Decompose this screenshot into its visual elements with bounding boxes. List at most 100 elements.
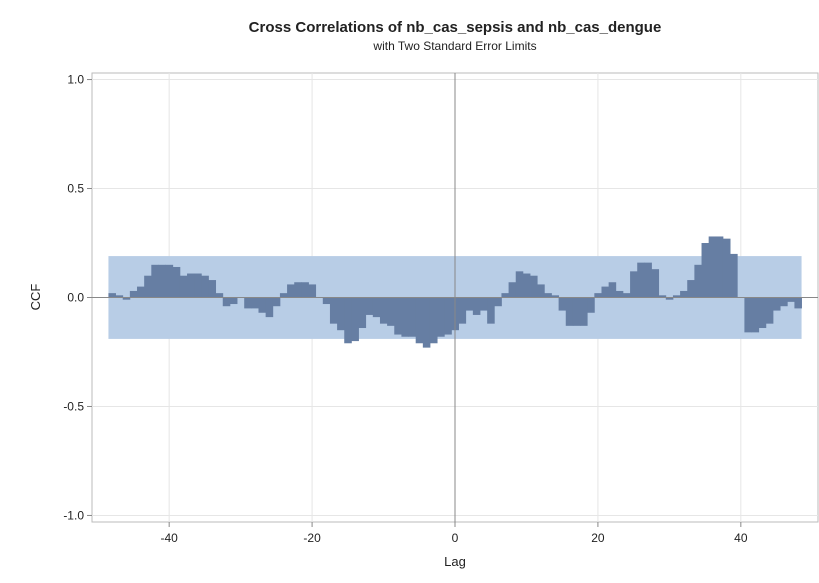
bar — [544, 293, 552, 298]
bar — [651, 269, 660, 298]
bar — [322, 297, 331, 305]
y-tick-label: -1.0 — [63, 508, 84, 522]
bar — [294, 282, 302, 298]
chart-title: Cross Correlations of nb_cas_sepsis and … — [249, 19, 662, 36]
bar — [422, 297, 431, 348]
bar — [165, 264, 174, 298]
bar — [522, 273, 531, 298]
bar — [601, 286, 610, 298]
bar — [272, 297, 281, 307]
bar — [458, 297, 467, 324]
bar — [751, 297, 760, 333]
bar — [494, 297, 502, 307]
bar — [565, 297, 574, 326]
bar — [308, 284, 317, 298]
bar — [408, 297, 417, 337]
bar — [480, 297, 488, 311]
bar — [501, 293, 509, 298]
x-tick-label: -40 — [161, 531, 179, 545]
bar — [365, 297, 374, 315]
bar — [222, 297, 231, 307]
bar — [594, 293, 602, 298]
bar — [551, 295, 560, 298]
bar — [244, 297, 252, 309]
bar — [608, 282, 617, 298]
bar — [708, 236, 717, 298]
bar — [701, 243, 710, 298]
bar — [108, 293, 116, 298]
bar — [587, 297, 595, 313]
bar — [722, 238, 731, 298]
bar — [765, 297, 774, 324]
bar — [530, 275, 538, 298]
bar — [730, 253, 738, 298]
bar — [437, 297, 445, 337]
bar — [387, 297, 395, 326]
bar — [301, 282, 309, 298]
bar — [415, 297, 424, 344]
bar — [665, 297, 674, 300]
bar — [215, 293, 224, 298]
bar — [444, 297, 452, 335]
bar — [772, 297, 781, 311]
bar — [279, 293, 288, 298]
x-tick-label: 0 — [452, 531, 459, 545]
bar — [208, 280, 217, 298]
bar — [622, 293, 631, 298]
x-tick-label: 40 — [734, 531, 748, 545]
bar — [758, 297, 767, 329]
bar — [715, 236, 724, 298]
bar — [351, 297, 359, 342]
y-tick-label: 0.0 — [67, 291, 84, 305]
bar — [401, 297, 409, 337]
bar — [379, 297, 388, 324]
bar — [158, 264, 167, 298]
bar — [144, 275, 152, 298]
bar — [558, 297, 567, 311]
bar — [358, 297, 367, 329]
bar — [537, 284, 545, 298]
bar — [472, 297, 481, 315]
bar — [187, 273, 195, 298]
bar — [572, 297, 581, 326]
bar — [465, 297, 474, 311]
bar — [487, 297, 495, 324]
bar — [372, 297, 381, 318]
bar — [229, 297, 238, 305]
x-tick-label: -20 — [303, 531, 321, 545]
bar — [687, 280, 695, 298]
bar — [172, 266, 181, 298]
bar — [694, 264, 702, 298]
y-tick-label: -0.5 — [63, 399, 84, 413]
x-tick-label: 20 — [591, 531, 605, 545]
y-tick-label: 1.0 — [67, 73, 84, 87]
bar — [151, 264, 159, 298]
bar — [794, 297, 802, 309]
bar — [344, 297, 352, 344]
bar — [251, 297, 259, 309]
bar — [787, 297, 795, 302]
bar — [122, 297, 131, 300]
bar — [258, 297, 267, 313]
bar — [287, 284, 295, 298]
bar — [744, 297, 752, 333]
bar — [429, 297, 438, 344]
bar — [515, 271, 524, 298]
chart-subtitle: with Two Standard Error Limits — [372, 39, 536, 53]
bar — [265, 297, 274, 318]
bar — [179, 275, 188, 298]
x-axis-label: Lag — [444, 554, 466, 569]
bar — [780, 297, 788, 307]
bar — [329, 297, 338, 324]
bar — [637, 262, 645, 298]
y-axis-label: CCF — [28, 284, 43, 311]
bar — [508, 282, 517, 298]
bar — [680, 290, 688, 298]
bar — [630, 271, 638, 298]
bar — [137, 286, 145, 298]
bar — [129, 290, 138, 298]
bar — [644, 262, 652, 298]
bar — [337, 297, 345, 331]
bar — [394, 297, 402, 335]
